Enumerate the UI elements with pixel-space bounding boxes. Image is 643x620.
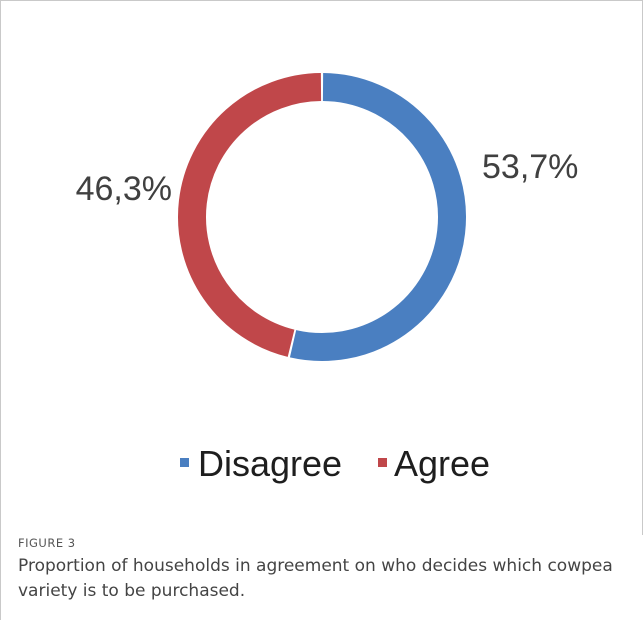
value-label-disagree: 53,7% <box>482 148 578 186</box>
donut-chart: 53,7% 46,3% Disagree Agree <box>76 73 579 484</box>
legend-swatch-disagree <box>180 458 189 467</box>
value-label-agree: 46,3% <box>76 170 172 208</box>
chart-legend: Disagree Agree <box>180 443 490 484</box>
legend-swatch-agree <box>378 458 387 467</box>
figure-label: FIGURE 3 <box>18 536 76 550</box>
figure-caption: Proportion of households in agreement on… <box>18 556 613 601</box>
donut-value-labels: 53,7% 46,3% <box>76 148 579 208</box>
donut-slice-disagree <box>289 73 466 361</box>
frame-border-left <box>0 0 1 620</box>
frame-border-top <box>0 0 643 1</box>
donut-slices <box>178 73 466 361</box>
legend-label-agree: Agree <box>394 443 490 484</box>
legend-label-disagree: Disagree <box>198 443 342 484</box>
donut-slice-agree <box>178 73 322 357</box>
